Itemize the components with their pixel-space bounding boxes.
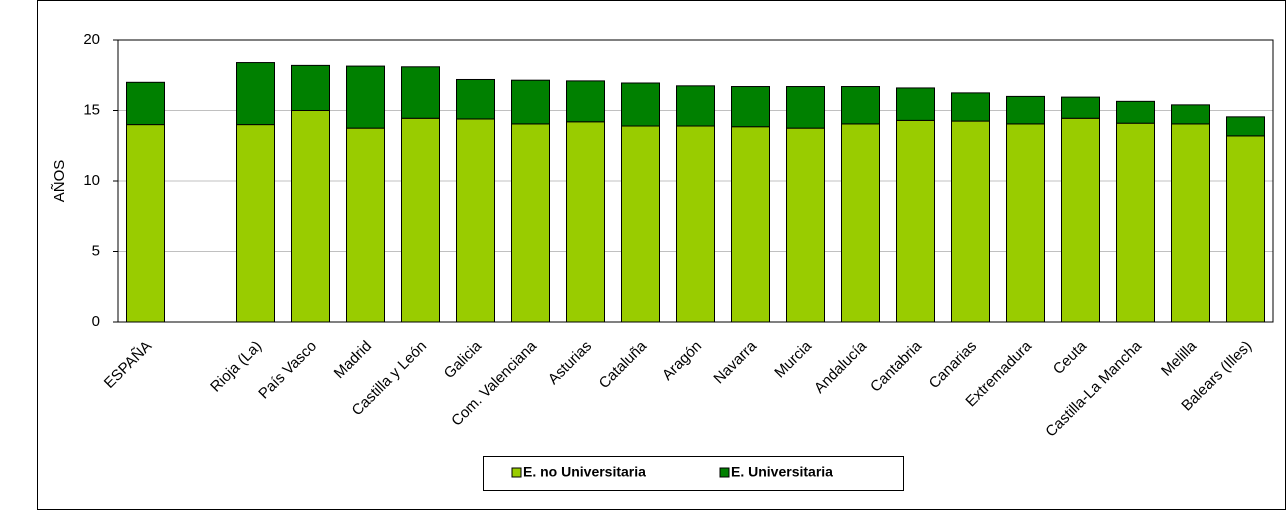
x-tick-label: Rioja (La) <box>207 338 265 396</box>
bar-segment <box>566 121 605 323</box>
legend-swatch <box>719 467 730 478</box>
bar-segment <box>1061 96 1100 119</box>
bar-segment <box>1171 123 1210 323</box>
bar-segment <box>1171 104 1210 125</box>
bar-segment <box>236 62 275 126</box>
legend-box <box>483 456 904 491</box>
chart-border <box>37 0 1286 510</box>
bar-segment <box>841 86 880 125</box>
legend-label: E. no Universitaria <box>523 464 646 480</box>
bar-segment <box>1116 122 1155 323</box>
bar-segment <box>456 118 495 323</box>
y-tick-label: 10 <box>83 172 100 189</box>
bar-segment <box>786 86 825 129</box>
bar-segment <box>456 78 495 120</box>
bar-segment <box>346 65 385 129</box>
x-tick-label: Melilla <box>1158 337 1201 380</box>
bar-segment <box>896 119 935 323</box>
bar-segment <box>401 117 440 323</box>
bar-segment <box>676 85 715 127</box>
bar-segment <box>731 86 770 128</box>
bar-segment <box>1226 116 1265 137</box>
bar-segment <box>511 79 550 125</box>
bar-segment <box>1116 100 1155 124</box>
x-tick-label: País Vasco <box>255 338 320 403</box>
bar-segment <box>291 110 330 323</box>
bar-segment <box>676 125 715 323</box>
bar-segment <box>951 120 990 323</box>
bar-segment <box>1006 123 1045 323</box>
bar-segment <box>236 124 275 323</box>
legend-label: E. Universitaria <box>731 464 833 480</box>
x-tick-label: ESPAÑA <box>101 338 155 392</box>
bar-segment <box>1061 117 1100 323</box>
x-tick-label: Asturias <box>545 338 595 388</box>
x-tick-label: Canarias <box>926 338 980 392</box>
bar-segment <box>511 123 550 323</box>
y-tick-label: 0 <box>92 313 100 330</box>
bar-segment <box>841 123 880 323</box>
x-tick-label: Navarra <box>710 337 760 387</box>
x-tick-label: Galicia <box>441 337 486 382</box>
bar-segment <box>566 80 605 123</box>
x-tick-label: Cantabria <box>867 337 925 395</box>
bar-segment <box>401 66 440 119</box>
y-tick-label: 5 <box>92 242 100 259</box>
legend-swatch <box>511 467 522 478</box>
x-tick-label: Ceuta <box>1050 337 1091 378</box>
bar-segment <box>896 87 935 121</box>
bar-segment <box>346 127 385 323</box>
bar-segment <box>621 125 660 323</box>
x-tick-label: Madrid <box>331 338 375 382</box>
bar-segment <box>126 124 165 323</box>
y-axis-label: AÑOS <box>51 160 68 203</box>
x-tick-label: Aragón <box>659 338 705 384</box>
bar-segment <box>786 127 825 323</box>
y-tick-label: 15 <box>83 101 100 118</box>
bar-segment <box>621 82 660 127</box>
x-tick-label: Andalucía <box>811 337 871 397</box>
bar-segment <box>731 126 770 323</box>
bar-segment <box>1006 95 1045 125</box>
x-tick-label: Murcia <box>771 337 815 381</box>
bar-segment <box>951 92 990 122</box>
bar-segment <box>126 81 165 126</box>
y-tick-label: 20 <box>83 31 100 48</box>
bar-segment <box>1226 135 1265 323</box>
x-tick-label: Cataluña <box>596 337 651 392</box>
x-tick-label: Castilla-La Mancha <box>1042 337 1145 440</box>
bar-segment <box>291 64 330 111</box>
